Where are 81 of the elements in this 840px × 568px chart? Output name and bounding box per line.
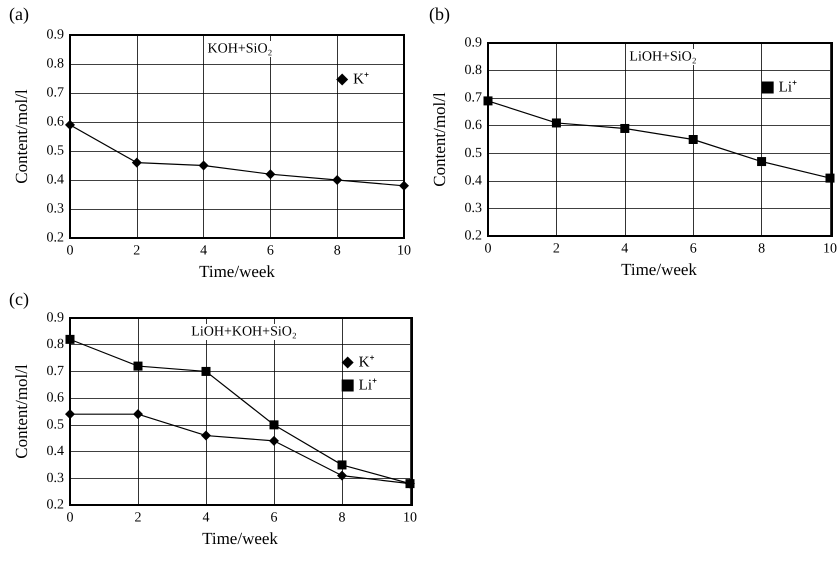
x-tick-label: 2 [552,242,560,256]
point [198,160,209,170]
legend-label: K⁺ [353,72,370,88]
y-axis-title: Content/mol/l [12,89,31,184]
chart-title: (a) [9,4,29,24]
point [134,362,142,371]
y-tick-label: 0.5 [46,144,64,158]
point [337,470,347,481]
x-tick-label: 0 [66,244,74,258]
legend-label: K⁺ [358,354,375,370]
y-tick-label: 0.4 [46,444,64,460]
point [65,120,75,130]
point [270,420,278,430]
x-tick-label: 6 [270,510,278,526]
y-tick-label: 0.9 [464,36,482,50]
x-tick-label: 0 [66,510,74,526]
point [133,409,143,420]
y-tick-label: 0.7 [46,86,64,100]
x-tick-label: 6 [690,242,697,256]
x-tick-label: 10 [403,510,417,526]
point [132,158,142,168]
x-tick-label: 4 [202,510,210,526]
y-tick-label: 0.8 [46,337,64,352]
chart-title: (b) [429,4,450,24]
point [65,409,75,420]
x-tick-label: 2 [134,510,142,526]
legend-label: Li⁺ [778,80,798,96]
y-tick-label: 0.8 [46,56,64,72]
point [265,169,276,180]
annotation: LiOH+SiO₂ [629,50,697,64]
x-tick-label: 6 [266,244,274,258]
y-tick-label: 0.3 [46,202,64,216]
y-tick-label: 0.3 [464,200,482,216]
point [826,174,834,183]
y-tick-label: 0.6 [46,390,64,406]
x-tick-label: 0 [484,242,492,256]
y-axis-title: Content/mol/l [12,364,31,459]
point [332,175,342,185]
point [406,479,414,488]
y-tick-label: 0.8 [464,63,482,78]
point [66,334,74,344]
point [688,135,698,144]
y-tick-label: 0.9 [46,28,64,42]
point [484,96,492,106]
point [757,157,766,166]
y-tick-label: 0.5 [464,146,482,161]
x-tick-label: 10 [823,242,837,256]
x-tick-label: 8 [334,244,341,258]
x-tick-label: 8 [758,242,766,256]
x-axis-title: Time/week [621,260,698,279]
point [269,436,279,446]
annotation: KOH+SiO₂ [208,42,273,56]
x-tick-label: 4 [621,242,628,256]
chart-title: (c) [9,289,29,309]
y-tick-label: 0.4 [46,172,64,188]
x-axis-title: Time/week [199,262,276,281]
y-tick-label: 0.2 [46,230,64,246]
y-tick-label: 0.9 [46,310,64,326]
point [620,124,630,133]
y-tick-label: 0.3 [46,470,64,486]
x-tick-label: 4 [200,244,208,258]
point [338,460,346,470]
y-axis-title: Content/mol/l [430,92,449,187]
legend-label: Li⁺ [358,378,378,394]
x-axis-title: Time/week [202,528,278,548]
point [201,430,211,441]
y-tick-label: 0.4 [464,173,482,188]
x-tick-label: 2 [133,244,140,258]
y-tick-label: 0.2 [46,498,64,512]
point [552,118,561,128]
x-tick-label: 8 [338,510,346,526]
y-tick-label: 0.7 [46,364,64,379]
point [202,366,210,376]
y-tick-label: 0.6 [464,118,482,134]
y-tick-label: 0.5 [46,417,64,432]
annotation: LiOH+KOH+SiO₂ [191,324,297,340]
y-tick-label: 0.2 [464,228,482,244]
point [399,180,409,191]
y-tick-label: 0.7 [464,90,482,106]
x-tick-label: 10 [397,244,411,258]
y-tick-label: 0.6 [46,114,64,130]
